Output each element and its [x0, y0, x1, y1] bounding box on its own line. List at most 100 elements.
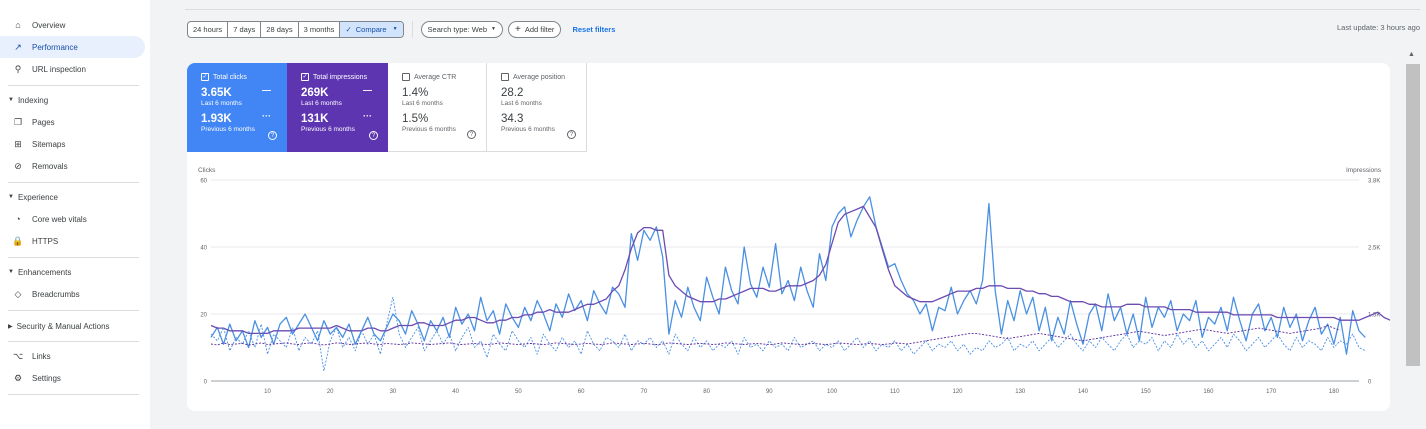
y2-axis-label: Impressions: [1346, 167, 1382, 174]
metric-tile-average-position[interactable]: Average position 28.2 Last 6 months 34.3…: [487, 63, 587, 152]
y-axis-label: Clicks: [198, 167, 216, 174]
breadcrumbs-icon: ◇: [14, 288, 22, 299]
divider: [411, 20, 413, 38]
removals-icon: ⊘: [14, 160, 22, 171]
range-7-days[interactable]: 7 days: [228, 21, 262, 37]
reset-filters-link[interactable]: Reset filters: [572, 24, 616, 34]
help-icon[interactable]: ?: [369, 131, 378, 140]
metric-label: Average CTR: [414, 73, 457, 81]
lock-icon: 🔒: [12, 235, 24, 246]
caret-right-icon: ▶: [8, 323, 13, 330]
sidebar: ⌂ Overview ↗ Performance ⚲ URL inspectio…: [0, 0, 150, 429]
add-filter-button[interactable]: + Add filter: [507, 20, 562, 38]
sidebar-item-performance[interactable]: ↗ Performance: [0, 36, 145, 58]
sidebar-item-pages[interactable]: ❐ Pages: [0, 111, 145, 133]
range-28-days[interactable]: 28 days: [261, 21, 299, 37]
sidebar-item-label: URL inspection: [32, 64, 86, 74]
sidebar-item-breadcrumbs[interactable]: ◇ Breadcrumbs: [0, 283, 145, 305]
sidebar-item-label: Links: [32, 351, 51, 361]
series-line-3: [210, 325, 1341, 346]
sidebar-item-label: HTTPS: [32, 236, 59, 246]
performance-chart[interactable]: Clicks Impressions 0 0 20 1.3K 40 2.5K 60 3.8K 10 2…: [187, 158, 1390, 408]
sidebar-item-label: Core web vitals: [32, 214, 87, 224]
x-tick-label: 50: [515, 389, 522, 395]
help-icon[interactable]: ?: [467, 130, 476, 139]
checkbox-unchecked-icon[interactable]: [402, 73, 410, 81]
section-label: Enhancements: [17, 267, 72, 277]
metric-tile-total-clicks[interactable]: ✓ Total clicks 3.65K Last 6 months 1.93K…: [187, 63, 287, 152]
scrollbar-thumb[interactable]: [1406, 64, 1420, 366]
metric-period: Last 6 months: [501, 100, 542, 107]
sidebar-item-sitemaps[interactable]: ⊞ Sitemaps: [0, 133, 145, 155]
pages-icon: ❐: [13, 116, 23, 127]
metric-value: 3.65K: [201, 87, 232, 99]
last-update-text: Last update: 3 hours ago: [1337, 23, 1420, 32]
caret-down-icon: ▼: [8, 97, 14, 103]
performance-card: ✓ Total clicks 3.65K Last 6 months 1.93K…: [187, 63, 1390, 411]
checkbox-unchecked-icon[interactable]: [501, 73, 509, 81]
metric-prev-period: Previous 6 months: [301, 126, 355, 133]
x-tick-label: 80: [703, 389, 710, 395]
y-tick-label: 40: [200, 246, 207, 252]
sidebar-item-removals[interactable]: ⊘ Removals: [0, 155, 145, 177]
filter-bar: 24 hours 7 days 28 days 3 months ✓ Compa…: [187, 20, 615, 38]
metric-prev-period: Previous 6 months: [201, 126, 255, 133]
checkbox-checked-icon[interactable]: ✓: [201, 73, 209, 81]
scroll-up-arrow-icon[interactable]: ▲: [1408, 51, 1415, 58]
section-label: Security & Manual Actions: [16, 321, 110, 331]
sidebar-item-label: Sitemaps: [32, 139, 66, 149]
trending-up-icon: ↗: [14, 41, 22, 52]
section-label: Experience: [17, 192, 58, 202]
x-tick-label: 20: [327, 389, 334, 395]
dashed-line-legend-icon: ···: [262, 111, 271, 121]
metric-prev-value: 1.93K: [201, 113, 232, 125]
y2-tick-label: 2.5K: [1368, 246, 1380, 252]
divider: [8, 257, 139, 258]
x-tick-label: 100: [827, 389, 838, 395]
section-experience[interactable]: ▼ Experience: [0, 186, 145, 208]
x-tick-label: 140: [1078, 389, 1089, 395]
search-type-dropdown[interactable]: Search type: Web ▼: [420, 20, 503, 38]
range-3-months[interactable]: 3 months: [299, 21, 341, 37]
series-line-0: [210, 196, 1366, 355]
x-tick-label: 90: [766, 389, 773, 395]
metric-prev-value: 131K: [301, 113, 329, 125]
checkbox-checked-icon[interactable]: ✓: [301, 73, 309, 81]
help-icon[interactable]: ?: [567, 130, 576, 139]
range-24-hours[interactable]: 24 hours: [188, 21, 229, 37]
x-tick-label: 170: [1266, 389, 1277, 395]
sidebar-item-overview[interactable]: ⌂ Overview: [0, 14, 145, 36]
sidebar-item-label: Breadcrumbs: [32, 289, 80, 299]
metric-prev-period: Previous 6 months: [501, 126, 555, 133]
sidebar-item-links[interactable]: ⌥ Links: [0, 345, 145, 367]
sidebar-item-https[interactable]: 🔒 HTTPS: [0, 230, 145, 252]
divider: [185, 9, 1420, 10]
compare-button[interactable]: ✓ Compare ▼: [340, 21, 403, 37]
section-indexing[interactable]: ▼ Indexing: [0, 89, 145, 111]
sidebar-item-label: Settings: [32, 373, 61, 383]
metric-tile-total-impressions[interactable]: ✓ Total impressions 269K Last 6 months 1…: [287, 63, 388, 152]
sidebar-item-label: Performance: [32, 42, 78, 52]
compare-label: Compare: [355, 24, 387, 34]
metric-tile-average-ctr[interactable]: Average CTR 1.4% Last 6 months 1.5% Prev…: [388, 63, 487, 152]
section-security[interactable]: ▶ Security & Manual Actions: [0, 315, 145, 337]
sidebar-item-label: Removals: [32, 161, 68, 171]
metric-value: 269K: [301, 87, 329, 99]
date-range-selector: 24 hours 7 days 28 days 3 months ✓ Compa…: [187, 20, 404, 38]
search-type-label: Search type: Web: [427, 24, 488, 34]
x-tick-label: 180: [1329, 389, 1340, 395]
y-tick-label: 60: [200, 179, 207, 185]
sidebar-item-core-web-vitals[interactable]: ◔ Core web vitals: [0, 208, 145, 230]
sidebar-item-url-inspection[interactable]: ⚲ URL inspection: [0, 58, 145, 80]
section-enhancements[interactable]: ▼ Enhancements: [0, 261, 145, 283]
sidebar-item-settings[interactable]: ⚙ Settings: [0, 367, 145, 389]
dashed-line-legend-icon: ···: [363, 111, 372, 121]
caret-down-icon: ▼: [8, 269, 14, 275]
y-tick-label: 0: [204, 380, 208, 386]
sitemap-icon: ⊞: [14, 138, 22, 149]
divider: [8, 310, 139, 311]
x-tick-label: 120: [953, 389, 964, 395]
help-icon[interactable]: ?: [268, 131, 277, 140]
divider: [8, 394, 139, 395]
metric-period: Last 6 months: [402, 100, 443, 107]
